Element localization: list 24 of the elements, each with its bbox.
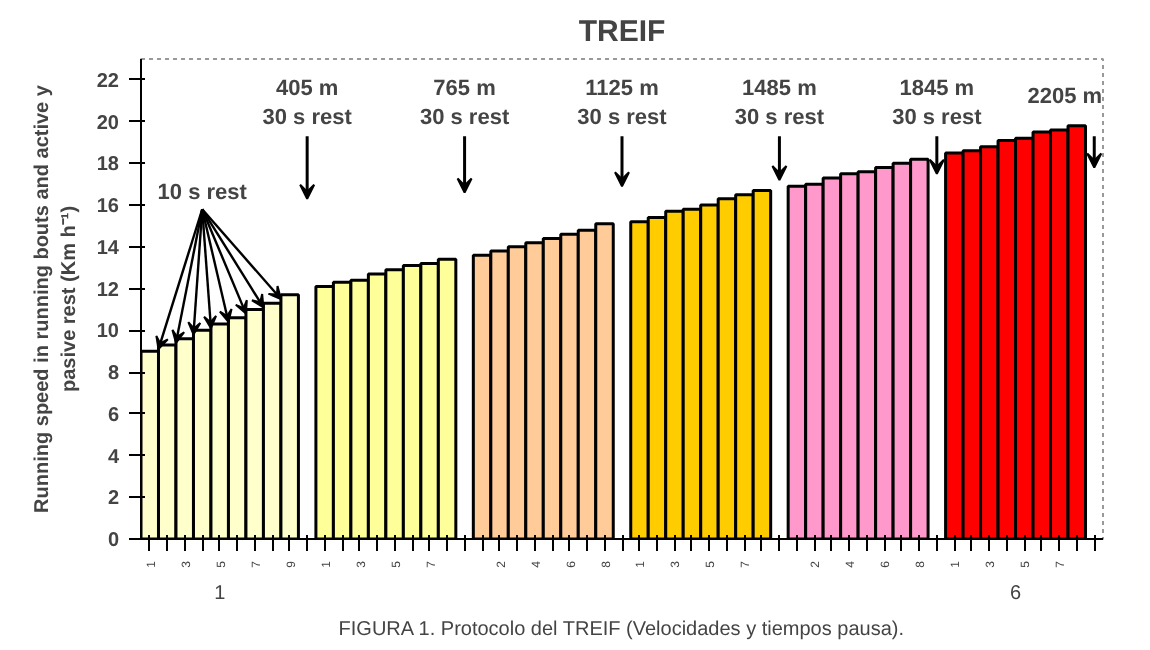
chart-title: TREIF <box>578 15 666 49</box>
annotation: 10 s rest <box>157 181 248 206</box>
annotation: 1485 m 30 s rest <box>734 77 825 130</box>
annotation: 2205 m <box>1027 85 1103 110</box>
text: 1 <box>214 583 227 605</box>
y-tick-label: 16 <box>96 196 120 219</box>
annotation: 1845 m 30 s rest <box>892 77 983 130</box>
annotation: 765 m 30 s rest <box>419 77 510 130</box>
text: FIGURA 1. Protocolo del TREIF (Velocidades y tiempos pausa). <box>338 619 905 641</box>
annotation: 405 m 30 s rest <box>262 77 353 130</box>
text: 6 <box>1009 583 1022 605</box>
y-tick-label: 18 <box>96 154 120 177</box>
y-tick-label: 14 <box>96 237 120 260</box>
y-axis-title: Running speed in running bouts and active y pasive rest (Km h⁻¹) <box>32 84 81 513</box>
y-tick-label: 20 <box>96 112 120 135</box>
annotation: 1125 m 30 s rest <box>577 77 668 130</box>
y-tick-label: 22 <box>96 70 120 93</box>
y-tick-label: 6 <box>107 404 120 427</box>
y-tick-label: 4 <box>107 446 120 469</box>
y-tick-label: 10 <box>96 321 120 344</box>
y-tick-label: 8 <box>107 363 120 386</box>
y-tick-label: 2 <box>107 488 120 511</box>
y-tick-label: 12 <box>96 279 120 302</box>
y-tick-label: 0 <box>107 530 120 552</box>
